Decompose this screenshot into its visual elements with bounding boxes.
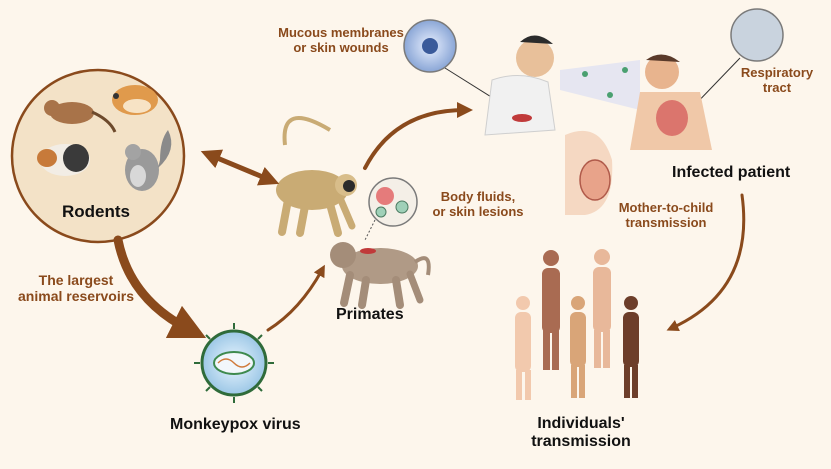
label-individuals-line1: Individuals'	[537, 415, 625, 432]
arrow-rodents-virus	[113, 235, 207, 339]
arrow-primates-patient	[363, 102, 473, 170]
rodents-circle-icon	[10, 68, 186, 244]
people-group-icon	[515, 249, 639, 400]
label-mother-child: Mother-to-child transmission	[607, 200, 725, 230]
label-respiratory-line2: tract	[762, 79, 792, 95]
label-mucous: Mucous membranes or skin wounds	[272, 25, 410, 55]
label-respiratory: Respiratory tract	[733, 65, 821, 95]
label-reservoirs: The largest animal reservoirs	[6, 272, 146, 304]
label-primates: Primates	[336, 306, 404, 323]
label-individuals: Individuals' transmission	[518, 415, 644, 451]
label-mucous-line2: or skin wounds	[293, 39, 389, 55]
virus-icon	[194, 323, 274, 403]
arrow-rodents-primates	[200, 149, 280, 186]
magnifier-icon	[364, 177, 418, 241]
label-body-fluids-line1: Body fluids,	[440, 189, 516, 204]
label-rodents: Rodents	[62, 202, 130, 221]
label-mother-line2: transmission	[625, 214, 707, 230]
label-reservoirs-line1: The largest	[38, 272, 114, 288]
arrow-virus-primates	[266, 264, 325, 332]
label-mother-line1: Mother-to-child	[618, 200, 714, 215]
label-virus: Monkeypox virus	[170, 416, 301, 433]
label-individuals-line2: transmission	[531, 432, 631, 450]
cough-scene-icon	[403, 8, 784, 215]
label-infected: Infected patient	[672, 164, 791, 181]
label-mucous-line1: Mucous membranes	[278, 25, 404, 40]
label-reservoirs-line2: animal reservoirs	[18, 287, 134, 304]
transmission-arrows	[113, 102, 746, 339]
arrow-patient-individuals	[666, 193, 746, 331]
baboon-icon	[330, 242, 431, 309]
label-body-fluids-line2: or skin lesions	[432, 203, 524, 219]
monkey-icon	[276, 116, 357, 237]
label-body-fluids: Body fluids, or skin lesions	[423, 189, 533, 219]
label-respiratory-line1: Respiratory	[740, 65, 814, 80]
